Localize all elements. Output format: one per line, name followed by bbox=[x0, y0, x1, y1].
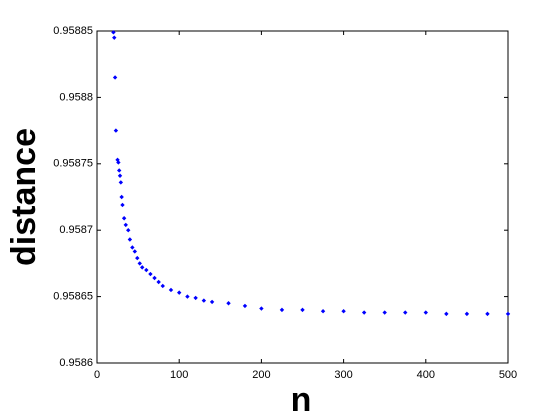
point bbox=[148, 271, 153, 277]
point bbox=[185, 294, 190, 299]
point bbox=[127, 237, 133, 242]
point bbox=[423, 310, 428, 315]
plot-area bbox=[96, 30, 509, 364]
point bbox=[121, 216, 127, 221]
point bbox=[132, 249, 138, 254]
point bbox=[201, 298, 207, 303]
point bbox=[361, 310, 367, 315]
point bbox=[156, 279, 161, 285]
x-tick-label: 300 bbox=[334, 369, 352, 381]
point bbox=[464, 311, 470, 317]
point bbox=[209, 299, 215, 305]
point bbox=[130, 245, 135, 250]
point bbox=[382, 310, 387, 315]
y-tick-label: 0.9588 bbox=[59, 91, 93, 103]
x-tick-label: 400 bbox=[417, 369, 435, 381]
point bbox=[259, 306, 264, 311]
point bbox=[119, 194, 124, 200]
point bbox=[160, 283, 165, 289]
y-tick-label: 0.9586 bbox=[59, 357, 93, 369]
y-tick-label: 0.95885 bbox=[53, 25, 93, 37]
point bbox=[116, 160, 121, 165]
point bbox=[137, 261, 142, 266]
point bbox=[341, 309, 346, 314]
point bbox=[403, 310, 408, 315]
point bbox=[116, 168, 122, 173]
point bbox=[117, 173, 123, 178]
y-axis-title: distance bbox=[5, 128, 43, 266]
point bbox=[444, 311, 449, 317]
y-tick-label: 0.9587 bbox=[59, 224, 93, 236]
point bbox=[113, 128, 119, 133]
point bbox=[168, 287, 174, 293]
point bbox=[111, 30, 116, 35]
point bbox=[144, 267, 149, 273]
x-tick-label: 0 bbox=[94, 369, 100, 381]
point bbox=[126, 228, 131, 233]
point bbox=[112, 35, 117, 40]
point bbox=[242, 303, 248, 309]
y-tick-label: 0.95865 bbox=[53, 291, 93, 303]
x-tick-label: 200 bbox=[252, 369, 270, 381]
point bbox=[123, 222, 128, 228]
x-tick-label: 500 bbox=[499, 369, 517, 381]
point bbox=[120, 202, 125, 208]
point bbox=[118, 180, 124, 185]
point bbox=[279, 307, 285, 313]
point bbox=[193, 295, 198, 301]
point bbox=[505, 311, 511, 317]
point bbox=[177, 290, 182, 295]
point bbox=[320, 309, 326, 314]
point bbox=[226, 301, 231, 306]
point bbox=[135, 255, 140, 261]
point bbox=[112, 75, 118, 80]
point bbox=[485, 311, 490, 317]
y-tick-label: 0.95875 bbox=[53, 158, 93, 170]
point bbox=[300, 307, 305, 313]
point bbox=[152, 275, 157, 281]
point bbox=[140, 265, 145, 270]
x-tick-label: 100 bbox=[170, 369, 188, 381]
x-axis-title: n bbox=[291, 381, 312, 419]
